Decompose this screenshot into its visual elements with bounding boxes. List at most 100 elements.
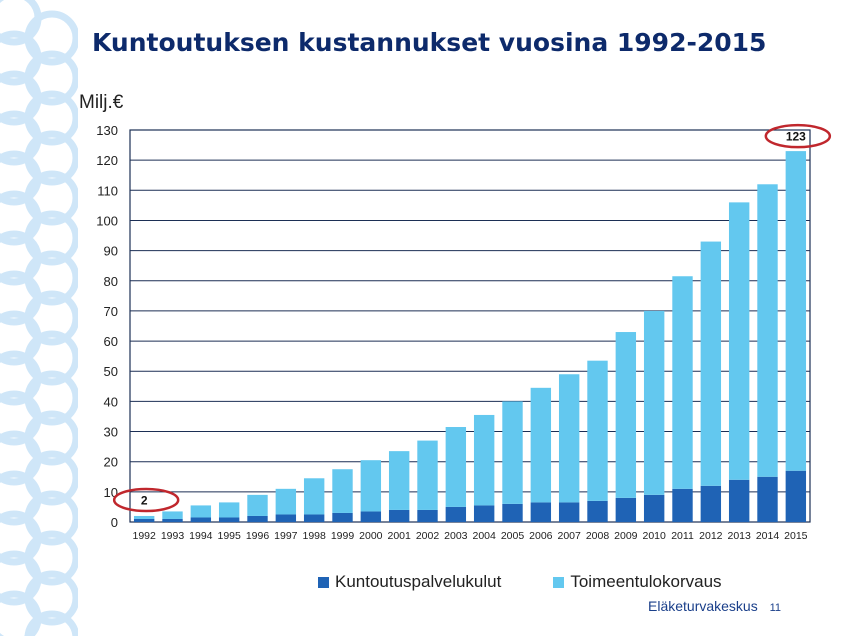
bar-segment-kuntoutuspalvelukulut (615, 497, 637, 522)
decorative-circle (24, 610, 78, 636)
x-tick-label: 1992 (132, 530, 156, 542)
y-tick-label: 70 (104, 304, 118, 319)
highlight-ellipse (764, 123, 832, 149)
bar-segment-toimeentulokorvaus (417, 440, 438, 510)
legend-label: Toimeentulokorvaus (570, 572, 722, 591)
y-axis-unit-label: Milj.€ (79, 92, 124, 113)
decorative-circle-pattern (0, 0, 78, 636)
bar-segment-toimeentulokorvaus (218, 502, 240, 518)
x-tick-label: 1998 (302, 530, 326, 542)
bar-segment-kuntoutuspalvelukulut (643, 494, 665, 522)
x-tick-label: 1993 (161, 530, 185, 542)
legend-item-toimeentulokorvaus: Toimeentulokorvaus (553, 572, 722, 592)
bar-segment-kuntoutuspalvelukulut (473, 505, 495, 522)
bar-segment-toimeentulokorvaus (445, 427, 467, 507)
plot-border (129, 129, 811, 523)
bar-segment-toimeentulokorvaus (303, 478, 325, 515)
y-tick-label: 120 (96, 153, 118, 168)
x-tick-label: 2006 (529, 530, 553, 542)
bar-segment-kuntoutuspalvelukulut (218, 517, 240, 522)
x-tick-label: 2012 (699, 530, 723, 542)
x-tick-label: 2009 (614, 530, 638, 542)
bar-segment-toimeentulokorvaus (700, 241, 722, 486)
bar-segment-kuntoutuspalvelukulut (332, 512, 353, 522)
bar-segment-kuntoutuspalvelukulut (133, 518, 155, 522)
x-tick-label: 2013 (727, 530, 751, 542)
x-tick-label: 2010 (642, 530, 666, 542)
bar-segment-kuntoutuspalvelukulut (303, 514, 325, 522)
bar-segment-toimeentulokorvaus (473, 414, 495, 506)
footer-organization: Eläketurvakeskus (648, 598, 758, 614)
bar-segment-toimeentulokorvaus (275, 488, 297, 515)
x-tick-label: 2005 (501, 530, 525, 542)
x-tick-label: 2004 (472, 530, 496, 542)
y-tick-label: 10 (104, 485, 118, 500)
bar-segment-toimeentulokorvaus (247, 494, 268, 516)
y-tick-label: 0 (111, 515, 118, 530)
y-tick-label: 40 (104, 394, 118, 409)
bar-segment-kuntoutuspalvelukulut (417, 509, 438, 522)
highlight-ellipse (112, 487, 180, 513)
bar-segment-toimeentulokorvaus (162, 511, 183, 519)
x-tick-label: 1994 (189, 530, 213, 542)
bar-segment-toimeentulokorvaus (757, 184, 778, 477)
bar-segment-kuntoutuspalvelukulut (247, 515, 268, 522)
y-tick-label: 130 (96, 123, 118, 138)
bar-segment-kuntoutuspalvelukulut (275, 514, 297, 522)
bar-segment-kuntoutuspalvelukulut (785, 470, 807, 522)
bar-segment-toimeentulokorvaus (728, 202, 750, 480)
x-tick-label: 1999 (331, 530, 355, 542)
x-tick-label: 1995 (217, 530, 241, 542)
bar-segment-toimeentulokorvaus (785, 151, 807, 471)
bar-segment-toimeentulokorvaus (615, 332, 637, 498)
slide-title: Kuntoutuksen kustannukset vuosina 1992-2… (92, 28, 767, 57)
y-tick-label: 30 (104, 425, 118, 440)
x-tick-label: 2000 (359, 530, 383, 542)
bar-segment-toimeentulokorvaus (190, 505, 212, 518)
plot-area (130, 130, 810, 522)
bar-segment-kuntoutuspalvelukulut (162, 518, 183, 522)
chart-legend: Kuntoutuspalvelukulut Toimeentulokorvaus (318, 572, 722, 592)
legend-swatch-dark-blue (318, 576, 329, 588)
bar-segment-toimeentulokorvaus (587, 360, 608, 501)
x-tick-label: 2001 (387, 530, 411, 542)
x-tick-label: 2003 (444, 530, 468, 542)
x-tick-label: 2015 (784, 530, 808, 542)
bar-segment-kuntoutuspalvelukulut (530, 502, 552, 522)
bar-segment-kuntoutuspalvelukulut (728, 479, 750, 522)
bar-segment-toimeentulokorvaus (558, 374, 580, 503)
x-tick-label: 2008 (586, 530, 610, 542)
bar-segment-kuntoutuspalvelukulut (360, 511, 382, 522)
x-tick-label: 2011 (671, 530, 694, 542)
legend-item-kuntoutuspalvelukulut: Kuntoutuspalvelukulut (318, 572, 501, 592)
bar-segment-toimeentulokorvaus (672, 276, 693, 489)
y-tick-label: 20 (104, 455, 118, 470)
bar-segment-kuntoutuspalvelukulut (388, 509, 410, 522)
y-tick-label: 60 (104, 334, 118, 349)
bar-segment-toimeentulokorvaus (332, 469, 353, 513)
y-tick-label: 110 (97, 183, 118, 198)
bar-segment-toimeentulokorvaus (502, 401, 523, 504)
y-tick-label: 90 (104, 244, 118, 259)
legend-label: Kuntoutuspalvelukulut (335, 572, 502, 591)
bar-segment-kuntoutuspalvelukulut (558, 502, 580, 522)
bar-segment-toimeentulokorvaus (530, 387, 552, 503)
x-tick-label: 1996 (246, 530, 270, 542)
y-tick-label: 100 (96, 213, 118, 228)
bar-segment-toimeentulokorvaus (360, 460, 382, 512)
bar-segment-kuntoutuspalvelukulut (502, 503, 523, 522)
y-tick-label: 80 (104, 274, 118, 289)
y-tick-label: 50 (104, 364, 118, 379)
bar-segment-toimeentulokorvaus (643, 310, 665, 495)
bar-segment-kuntoutuspalvelukulut (700, 485, 722, 522)
bar-segment-toimeentulokorvaus (133, 515, 155, 519)
x-tick-label: 2014 (756, 530, 780, 542)
x-tick-label: 1997 (274, 530, 298, 542)
bar-segment-kuntoutuspalvelukulut (672, 488, 693, 522)
page-number: 11 (769, 602, 782, 614)
slide-footer: Eläketurvakeskus 11 (648, 598, 781, 614)
x-tick-label: 2007 (557, 530, 581, 542)
bar-segment-kuntoutuspalvelukulut (587, 500, 608, 522)
bar-segment-kuntoutuspalvelukulut (445, 506, 467, 522)
